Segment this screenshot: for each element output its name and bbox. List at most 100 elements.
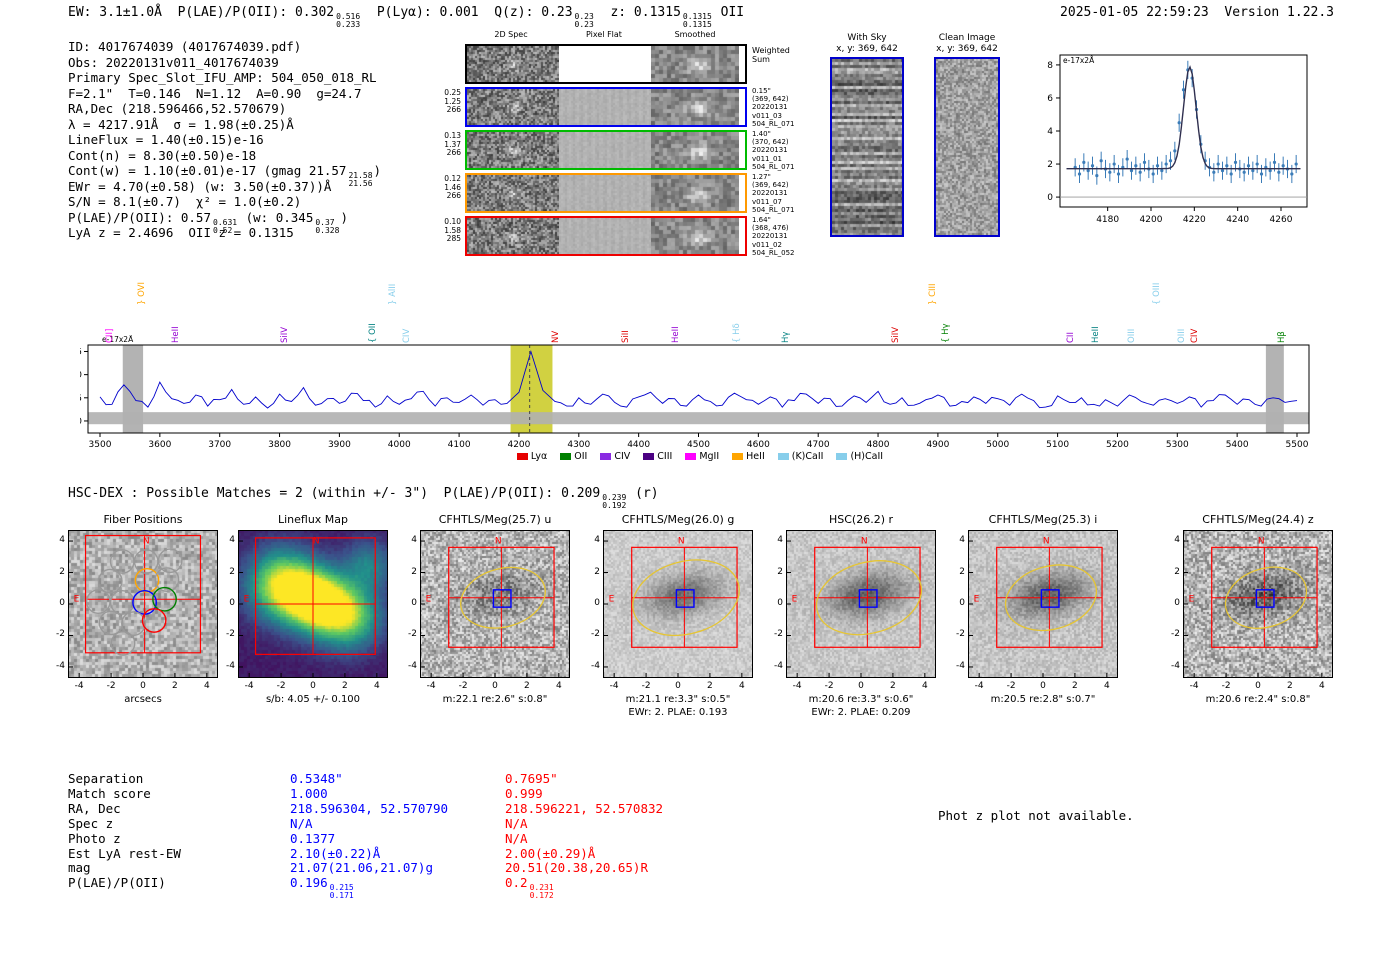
cutout-y-tick: 2 bbox=[411, 566, 417, 577]
svg-text:4700: 4700 bbox=[807, 440, 830, 450]
cutout-panel-image-4: HSC(26.2) r N E -4 -4 -2 -2 0 0 2 2 4 4 m:20.6 re:3.3… bbox=[774, 513, 936, 718]
spec2d-flat-image bbox=[559, 175, 651, 211]
legend-label: OII bbox=[574, 451, 588, 462]
legend-label: Lyα bbox=[530, 451, 548, 462]
version-label: Version 1.22.3 bbox=[1224, 5, 1334, 20]
cutout-caption: m:21.1 re:3.3" s:0.5" bbox=[625, 694, 731, 705]
cutout-x-tick: 0 bbox=[858, 681, 864, 691]
svg-text:4900: 4900 bbox=[926, 440, 949, 450]
cutout-y-tick: -4 bbox=[956, 660, 965, 671]
cutout-x-tick: -4 bbox=[426, 681, 436, 691]
emission-line-label: { OII bbox=[368, 323, 379, 343]
match-value-col1: 0.196 0.215 0.171 bbox=[290, 875, 354, 901]
spec2d-row bbox=[465, 87, 747, 127]
match-value-col1: 2.10(±0.22)Å bbox=[290, 845, 381, 861]
spec2d-spec-image bbox=[467, 175, 559, 211]
svg-text:4200: 4200 bbox=[1140, 215, 1163, 225]
cutout-y-tick: -2 bbox=[774, 629, 783, 640]
header-timestamp-version: 2025-01-05 22:59:23 Version 1.22.3 bbox=[1060, 5, 1334, 20]
cutout-caption: s/b: 4.05 +/- 0.100 bbox=[265, 694, 361, 705]
cutout-overlay: NE bbox=[68, 530, 218, 678]
emission-line-label: CIV bbox=[402, 328, 413, 343]
svg-text:5400: 5400 bbox=[1226, 440, 1249, 450]
weighted-sum-label: Weighted Sum bbox=[752, 46, 790, 64]
cutout-x-tick: 0 bbox=[492, 681, 498, 691]
spec2d-spec-image bbox=[467, 89, 559, 125]
cutout-title: CFHTLS/Meg(26.0) g bbox=[621, 513, 735, 526]
svg-text:5100: 5100 bbox=[1046, 440, 1069, 450]
svg-text:4100: 4100 bbox=[448, 440, 471, 450]
spec2d-row-annotation: 1.27" (369, 642) 20220131 v011_07 504_RL_071 bbox=[752, 173, 795, 214]
match-row-label: Spec z bbox=[68, 815, 114, 831]
svg-text:2.5: 2.5 bbox=[80, 394, 82, 404]
cutout-title: CFHTLS/Meg(24.4) z bbox=[1202, 513, 1314, 526]
spec2d-row-annotation: 0.15" (369, 642) 20220131 v011_03 504_RL_071 bbox=[752, 87, 795, 128]
cutout-x-tick: 2 bbox=[524, 681, 530, 691]
emission-line-label: HeII bbox=[170, 326, 181, 343]
cutout-y-tick: 2 bbox=[594, 566, 600, 577]
spec2d-row bbox=[465, 216, 747, 256]
cutout-overlay: NE bbox=[786, 530, 936, 678]
svg-text:4300: 4300 bbox=[567, 440, 590, 450]
spec2d-row-weights: 0.10 1.58 285 bbox=[444, 217, 461, 244]
emission-line-label: } CIII bbox=[927, 283, 938, 305]
cutout-x-tick: 2 bbox=[890, 681, 896, 691]
cutout-y-tick: -4 bbox=[56, 660, 65, 671]
match-value-col2: 2.00(±0.29)Å bbox=[505, 845, 596, 861]
cutout-y-tick: 0 bbox=[1174, 598, 1180, 608]
cutout-y-tick: 2 bbox=[959, 566, 965, 577]
stacked-uncertainty: 0.1315 0.1315 bbox=[682, 12, 712, 29]
spec2d-row-weights: 0.12 1.46 266 bbox=[444, 174, 461, 201]
cutout-y-tick: -2 bbox=[956, 629, 965, 640]
emission-line-label: { Hδ bbox=[731, 323, 742, 343]
emission-line-label: OIII bbox=[1127, 328, 1138, 343]
cutout-y-tick: 4 bbox=[59, 535, 65, 546]
full-spectrum-plot: 3500 3600 3700 3800 3900 4000 4100 4200 4300 4400… bbox=[80, 335, 1310, 450]
match-value-col1: 0.5348" bbox=[290, 771, 343, 786]
cutout-overlay: NE bbox=[238, 530, 388, 678]
svg-text:7.5: 7.5 bbox=[80, 347, 82, 357]
info-line: S/N = 8.1(±0.7) χ² = 1.0(±0.2) bbox=[68, 194, 302, 209]
spec2d-spec-image bbox=[467, 46, 559, 82]
spec2d-flat-image bbox=[559, 132, 651, 168]
cutout-x-tick: 0 bbox=[1040, 681, 1046, 691]
legend-swatch bbox=[516, 453, 528, 460]
svg-text:4600: 4600 bbox=[747, 440, 770, 450]
match-value-col1: 21.07(21.06,21.07)g bbox=[290, 860, 433, 876]
match-value-col1: N/A bbox=[290, 815, 313, 831]
cutout-x-tick: 2 bbox=[707, 681, 713, 691]
compass-north-label: N bbox=[1258, 536, 1265, 546]
match-table: Separation 0.5348" 0.7695" Match score 1.000… bbox=[68, 771, 835, 901]
cutout-y-tick: -2 bbox=[1171, 629, 1180, 640]
spec2d-flat-image bbox=[559, 89, 651, 125]
cutout-title: Lineflux Map bbox=[277, 513, 349, 526]
compass-north-label: N bbox=[678, 536, 685, 546]
match-value-col2: 0.2 0.231 0.172 bbox=[505, 875, 554, 901]
cutout-y-tick: 4 bbox=[411, 535, 417, 546]
compass-east-label: E bbox=[609, 594, 615, 604]
cutout-y-tick: 4 bbox=[1174, 535, 1180, 546]
line-fit-plot: 4180 4200 4220 4240 4260 0 2 4 6 8 e-17x2Å bbox=[1047, 54, 1308, 225]
info-line: Cont(w) = 1.10(±0.01)e-17 (gmag 21.57 21.… bbox=[68, 163, 382, 188]
info-line: F=2.1" T=0.146 N=1.12 A=0.90 g=24.7 bbox=[68, 85, 362, 101]
emission-line-label: } AlII bbox=[388, 283, 399, 305]
match-row-label: Est LyA rest-EW bbox=[68, 845, 181, 861]
cutout-overlay: NE bbox=[1183, 530, 1333, 678]
info-line: Obs: 20220131v011_4017674039 bbox=[68, 54, 279, 70]
stacked-uncertainty: 21.58 21.56 bbox=[348, 171, 373, 188]
cutout-panel-image-6: CFHTLS/Meg(24.4) z N E -4 -4 -2 -2 0 0 2 2 4 4 m:20.6… bbox=[1171, 513, 1333, 705]
cutout-title: CFHTLS/Meg(25.3) i bbox=[988, 513, 1098, 526]
cutout-caption: m:20.6 re:3.3" s:0.6" bbox=[808, 694, 914, 705]
stacked-uncertainty: 0.239 0.192 bbox=[602, 493, 627, 510]
info-line: EWr = 4.70(±0.58) (w: 3.50(±0.37))Å bbox=[68, 178, 332, 194]
legend-swatch bbox=[600, 453, 612, 460]
info-line: LyA z = 2.4696 OII z = 0.1315 bbox=[68, 225, 294, 240]
svg-text:4240: 4240 bbox=[1226, 215, 1249, 225]
info-line: λ = 4217.91Å σ = 1.98(±0.25)Å bbox=[68, 116, 294, 132]
cutout-image bbox=[420, 530, 570, 678]
stacked-uncertainty: 0.215 0.171 bbox=[329, 883, 354, 901]
emission-line-label: HeII bbox=[670, 326, 681, 343]
emission-line-label: { Hγ bbox=[941, 323, 952, 343]
svg-text:4400: 4400 bbox=[627, 440, 650, 450]
svg-text:4200: 4200 bbox=[507, 440, 530, 450]
